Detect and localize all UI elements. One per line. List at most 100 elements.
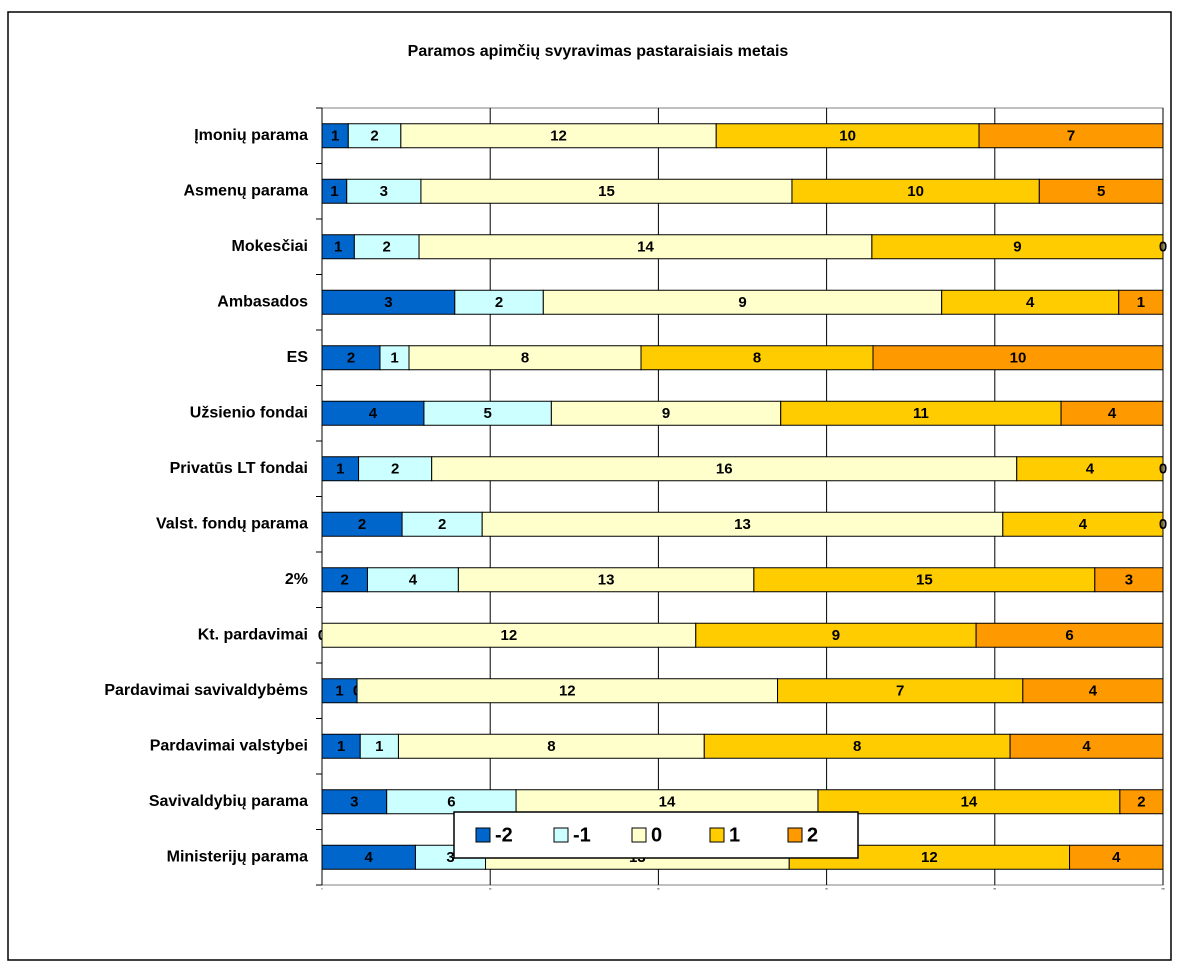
data-label: 3: [384, 294, 392, 311]
x-tick-label: 80: [994, 889, 997, 891]
bar-segment: [321, 844, 416, 870]
data-label: 8: [521, 350, 529, 367]
data-label: 15: [916, 572, 933, 589]
data-label: 2: [358, 516, 366, 533]
x-tick-label: 0: [321, 889, 323, 891]
data-label: 2: [438, 516, 446, 533]
bar-segment: [1022, 678, 1164, 704]
bar-segment: [975, 622, 1164, 648]
bar-segment: [431, 456, 1018, 482]
y-tick-label: ES: [287, 349, 309, 366]
y-tick-label: Savivaldybių parama: [149, 793, 308, 810]
bar-segment: [1009, 733, 1164, 759]
bar-segment: [1069, 844, 1164, 870]
data-label: 14: [659, 794, 676, 811]
data-label: 2: [1137, 794, 1145, 811]
data-label: 13: [734, 516, 751, 533]
data-label: 15: [598, 183, 615, 200]
legend-label: 0: [651, 824, 662, 846]
bar-segment: [1060, 400, 1164, 426]
data-label: 4: [1112, 849, 1121, 866]
chart-title: Paramos apimčių svyravimas pastaraisiais…: [408, 43, 789, 60]
data-label: 5: [483, 405, 491, 422]
data-label: 7: [1067, 128, 1075, 145]
bar-segment: [420, 178, 793, 204]
bar-segment: [515, 789, 819, 815]
x-tick-label: 60: [825, 889, 828, 891]
data-label: 4: [365, 849, 374, 866]
legend-label: 2: [807, 824, 818, 846]
bar-segment: [347, 123, 402, 149]
data-label: 12: [501, 627, 518, 644]
data-label: 1: [330, 183, 338, 200]
y-tick-label: Kt. pardavimai: [198, 626, 308, 643]
legend-box: [453, 811, 859, 859]
data-label: 6: [447, 794, 455, 811]
bar-segment: [418, 234, 873, 260]
data-label: 9: [1013, 239, 1021, 256]
y-tick-label: Įmonių parama: [194, 127, 308, 144]
data-label: 4: [1089, 683, 1098, 700]
y-tick-label: Pardavimai savivaldybėms: [104, 682, 308, 699]
data-label: 1: [1137, 294, 1145, 311]
data-label: 2: [347, 350, 355, 367]
legend-swatch: [787, 827, 803, 843]
bar-segment: [550, 400, 782, 426]
y-tick-label: Asmenų parama: [184, 182, 309, 199]
bar-segment: [1119, 789, 1164, 815]
data-label: 3: [380, 183, 388, 200]
bar-segment: [321, 400, 425, 426]
legend-swatch: [631, 827, 647, 843]
bar-segment: [791, 178, 1040, 204]
data-label: 2: [391, 461, 399, 478]
data-label: 1: [334, 239, 342, 256]
data-label: 16: [716, 461, 733, 478]
data-label: 13: [598, 572, 615, 589]
data-label: 6: [1065, 627, 1073, 644]
data-label: 0: [1159, 516, 1167, 533]
data-label: 1: [331, 128, 339, 145]
bar-segment: [1094, 567, 1164, 593]
y-tick-label: Valst. fondų parama: [156, 515, 308, 532]
legend-swatch: [553, 827, 569, 843]
x-tick-label: 40: [657, 888, 660, 891]
data-label: 14: [637, 239, 654, 256]
y-tick-label: Ministerijų parama: [167, 848, 308, 865]
legend-swatch: [709, 827, 725, 843]
plot-area: [321, 107, 1164, 886]
data-label: 10: [907, 183, 924, 200]
bar-segment: [353, 234, 420, 260]
data-label: 7: [896, 683, 904, 700]
data-label: 3: [1125, 572, 1133, 589]
bar-segment: [872, 345, 1164, 371]
bar-segment: [703, 733, 1011, 759]
y-tick-label: Užsienio fondai: [190, 404, 308, 421]
bar-segment: [941, 289, 1120, 315]
bar-segment: [481, 511, 1004, 537]
bar-segment: [408, 345, 642, 371]
y-tick-label: Mokesčiai: [232, 238, 308, 255]
bar-segment: [386, 789, 517, 815]
data-label: 9: [662, 405, 670, 422]
data-label: 1: [390, 350, 398, 367]
legend-swatch: [475, 827, 491, 843]
bar-segment: [871, 234, 1164, 260]
bar-segment: [423, 400, 552, 426]
data-label: 2: [370, 128, 378, 145]
legend-label: -2: [495, 824, 513, 846]
bar-segment: [356, 678, 779, 704]
bar-segment: [321, 678, 358, 704]
data-label: 5: [1097, 183, 1105, 200]
data-label: 1: [335, 683, 343, 700]
bar-segment: [358, 456, 433, 482]
data-label: 3: [350, 794, 358, 811]
data-label: 4: [1026, 294, 1035, 311]
data-label: 8: [853, 738, 861, 755]
legend-label: -1: [573, 824, 591, 846]
x-tick-label: 20: [489, 889, 492, 891]
x-tick-label: 100: [1161, 889, 1165, 891]
data-label: 12: [559, 683, 576, 700]
bar-segment: [457, 567, 755, 593]
data-label: 4: [1108, 405, 1117, 422]
